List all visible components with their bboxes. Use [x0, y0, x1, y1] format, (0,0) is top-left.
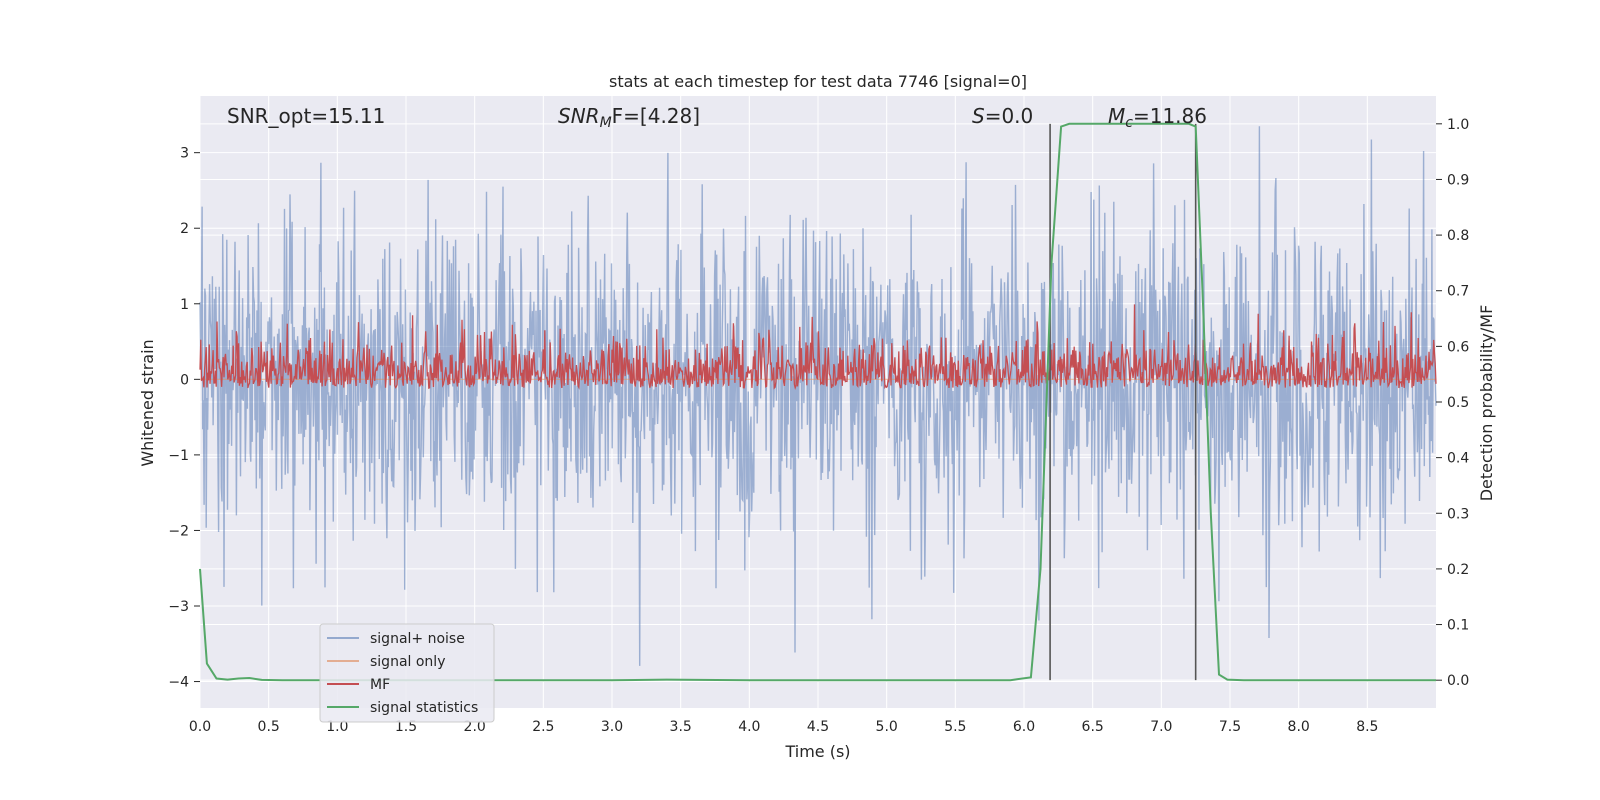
legend-label-signal-noise: signal+ noise [370, 631, 465, 647]
x-tick-label: 8.5 [1356, 719, 1378, 735]
mf-line [199, 304, 1437, 390]
y-right-tick-label: 0.6 [1447, 339, 1469, 355]
y-left-tick-label: −2 [168, 523, 189, 539]
x-tick-label: 8.0 [1288, 719, 1310, 735]
annotation-snr-mf: SNRMF=[4.28] [558, 104, 700, 131]
legend-box [319, 623, 495, 723]
chart-title: stats at each timestep for test data 774… [609, 72, 1027, 91]
x-tick-label: 1.5 [395, 719, 417, 735]
x-tick-label: 1.0 [326, 719, 348, 735]
x-tick-label: 7.5 [1219, 719, 1241, 735]
y-right-tick-label: 0.4 [1447, 451, 1469, 467]
signal-statistics-line [199, 122, 1436, 682]
snr-mf-base: SNR [558, 104, 600, 128]
snr-mf-rest: F=[4.28] [612, 104, 700, 128]
mc-rest: =11.86 [1133, 104, 1207, 128]
legend-label-signal-only: signal only [370, 654, 445, 670]
y-left-tick-label: −1 [168, 448, 189, 464]
annotation-s: S=0.0 [972, 104, 1033, 128]
y-right-tick-label: 1.0 [1447, 117, 1469, 133]
y-left-tick-label: 2 [180, 221, 189, 237]
legend-label-signal-statistics: signal statistics [370, 700, 478, 716]
x-tick-label: 4.5 [807, 719, 829, 735]
y-left-tick-label: 0 [180, 372, 189, 388]
s-var: S [972, 104, 985, 128]
x-tick-label: 7.0 [1150, 719, 1172, 735]
s-rest: =0.0 [985, 104, 1034, 128]
x-tick-label: 6.5 [1082, 719, 1104, 735]
x-tick-label: 4.0 [738, 719, 760, 735]
x-tick-label: 0.0 [189, 719, 211, 735]
x-tick-label: 3.0 [601, 719, 623, 735]
y-right-tick-label: 0.0 [1447, 673, 1469, 689]
y-right-tick-label: 0.2 [1447, 562, 1469, 578]
x-tick-label: 5.5 [944, 719, 966, 735]
x-tick-label: 2.0 [464, 719, 486, 735]
snr-mf-sub: M [600, 115, 612, 131]
y-right-tick-label: 0.3 [1447, 506, 1469, 522]
y-right-tick-label: 0.8 [1447, 228, 1469, 244]
x-tick-label: 3.5 [670, 719, 692, 735]
x-tick-label: 2.5 [532, 719, 554, 735]
tick-layer: 0.0 0.5 1.0 1.5 2.0 2.5 3.0 3.5 4.0 4.5 5.0 5.5 6.0 6… [168, 117, 1469, 735]
y-left-tick-label: 1 [180, 297, 189, 313]
legend: signal+ noise signal only MF signal stat… [319, 623, 495, 723]
y-axis-label-left: Whitened strain [138, 339, 157, 466]
x-tick-label: 0.5 [258, 719, 280, 735]
series-layer [199, 122, 1437, 682]
mc-sub: c [1125, 115, 1133, 131]
y-right-tick-label: 0.7 [1447, 284, 1469, 300]
y-left-tick-label: −4 [168, 675, 189, 691]
x-tick-label: 5.0 [876, 719, 898, 735]
y-left-tick-label: −3 [168, 599, 189, 615]
annotation-mc: Mc=11.86 [1108, 104, 1207, 131]
legend-label-mf: MF [370, 677, 390, 693]
y-right-tick-label: 0.9 [1447, 172, 1469, 188]
y-axis-label-right: Detection probability/MF [1477, 305, 1496, 502]
x-tick-label: 6.0 [1013, 719, 1035, 735]
annotation-snr-opt: SNR_opt=15.11 [227, 104, 385, 128]
y-left-tick-label: 3 [180, 146, 189, 162]
y-right-tick-label: 0.5 [1447, 395, 1469, 411]
mc-var: M [1108, 104, 1125, 128]
x-axis-label: Time (s) [784, 742, 850, 761]
y-right-tick-label: 0.1 [1447, 618, 1469, 634]
